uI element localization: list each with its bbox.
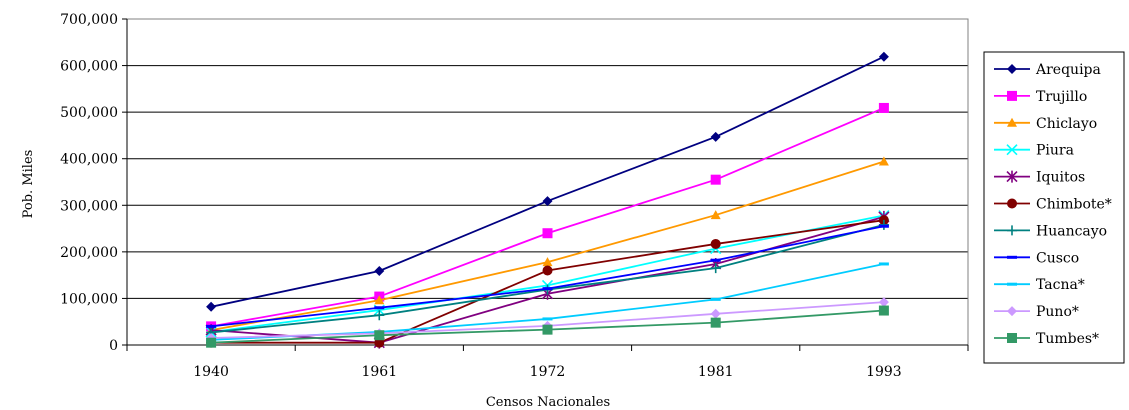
data-point: [374, 265, 385, 276]
data-point: [206, 337, 217, 348]
series-layer: [205, 51, 890, 349]
data-point: [878, 224, 889, 228]
data-point: [710, 258, 721, 262]
data-point: [710, 317, 721, 328]
data-point: [878, 51, 889, 62]
legend-item: Tacna*: [994, 277, 1085, 293]
legend-label: Tumbes*: [1036, 331, 1099, 347]
x-tick-label: 1993: [866, 364, 902, 380]
data-point: [710, 308, 721, 319]
legend-label: Chiclayo: [1036, 116, 1097, 132]
data-point: [710, 210, 721, 220]
data-point: [878, 156, 889, 166]
data-point: [710, 297, 721, 301]
y-tick-label: 100,000: [60, 291, 118, 307]
legend-label: Cusco: [1036, 250, 1079, 266]
data-point: [542, 228, 553, 239]
legend-marker: [1007, 90, 1017, 101]
data-point: [542, 317, 553, 321]
legend-item: Chimbote*: [994, 197, 1112, 213]
y-tick-label: 200,000: [60, 245, 118, 261]
y-tick-label: 700,000: [60, 12, 118, 28]
legend-marker: [1007, 306, 1017, 317]
series-arequipa: [206, 51, 889, 312]
data-point: [710, 238, 721, 249]
data-point: [542, 324, 553, 335]
legend-label: Tacna*: [1036, 277, 1085, 293]
legend-item: Arequipa: [994, 62, 1101, 78]
legend-item: Tumbes*: [994, 331, 1099, 347]
legend-item: Huancayo: [994, 223, 1107, 239]
series-line: [211, 223, 885, 334]
y-tick-label: 300,000: [60, 198, 118, 214]
legend: Arequipa Trujillo Chiclayo Piura Iquitos Chim…: [983, 51, 1125, 364]
legend-label: Iquitos: [1036, 170, 1085, 186]
x-tick-label: 1961: [361, 364, 397, 380]
legend-label: Puno*: [1036, 304, 1079, 320]
data-point: [710, 131, 721, 142]
legend-marker: [1007, 117, 1017, 127]
x-axis-title: Censos Nacionales: [486, 395, 610, 410]
legend-marker: [1007, 333, 1017, 343]
legend-label: Trujillo: [1036, 89, 1087, 105]
data-point: [374, 295, 385, 305]
legend-marker: [1007, 225, 1017, 236]
data-point: [542, 257, 553, 267]
legend-label: Piura: [1036, 143, 1074, 159]
legend-item: Iquitos: [994, 170, 1085, 186]
data-point: [542, 196, 553, 207]
data-point: [878, 262, 889, 266]
data-point: [374, 330, 385, 341]
legend-marker: [1006, 170, 1018, 183]
legend-item: Chiclayo: [994, 116, 1097, 132]
data-point: [878, 297, 889, 308]
data-point: [374, 310, 385, 321]
data-point: [542, 265, 553, 276]
y-tick-label: 400,000: [60, 152, 118, 168]
legend-marker: [1006, 144, 1018, 156]
legend-item: Piura: [994, 143, 1074, 159]
series-cusco: [206, 224, 889, 328]
series-tumbes: [206, 305, 889, 348]
legend-label: Huancayo: [1036, 223, 1107, 239]
legend-item: Trujillo: [994, 89, 1087, 105]
legend-marker: [1007, 282, 1017, 286]
legend-item: Cusco: [994, 250, 1079, 266]
legend-label: Chimbote*: [1036, 197, 1112, 213]
data-point: [878, 102, 889, 113]
axes: 0 100,000 200,000 300,000 400,000 500,000 600,…: [60, 12, 969, 380]
data-point: [710, 174, 721, 185]
data-point: [374, 306, 385, 310]
gridlines: [127, 18, 968, 299]
legend-item: Puno*: [994, 304, 1079, 320]
legend-label: Arequipa: [1035, 62, 1101, 78]
legend-marker: [1007, 198, 1017, 209]
data-point: [878, 305, 889, 316]
y-tick-label: 0: [109, 338, 118, 354]
x-tick-label: 1940: [193, 364, 229, 380]
data-point: [206, 324, 217, 328]
data-point: [710, 263, 721, 274]
legend-marker: [1007, 64, 1017, 74]
legend-marker: [1007, 255, 1017, 259]
y-tick-label: 600,000: [60, 59, 118, 75]
x-tick-label: 1972: [530, 364, 566, 380]
data-point: [206, 301, 217, 312]
data-point: [542, 287, 553, 291]
x-tick-label: 1981: [698, 364, 734, 380]
y-tick-label: 500,000: [60, 105, 118, 121]
y-axis-title: Pob. Miles: [21, 150, 36, 219]
